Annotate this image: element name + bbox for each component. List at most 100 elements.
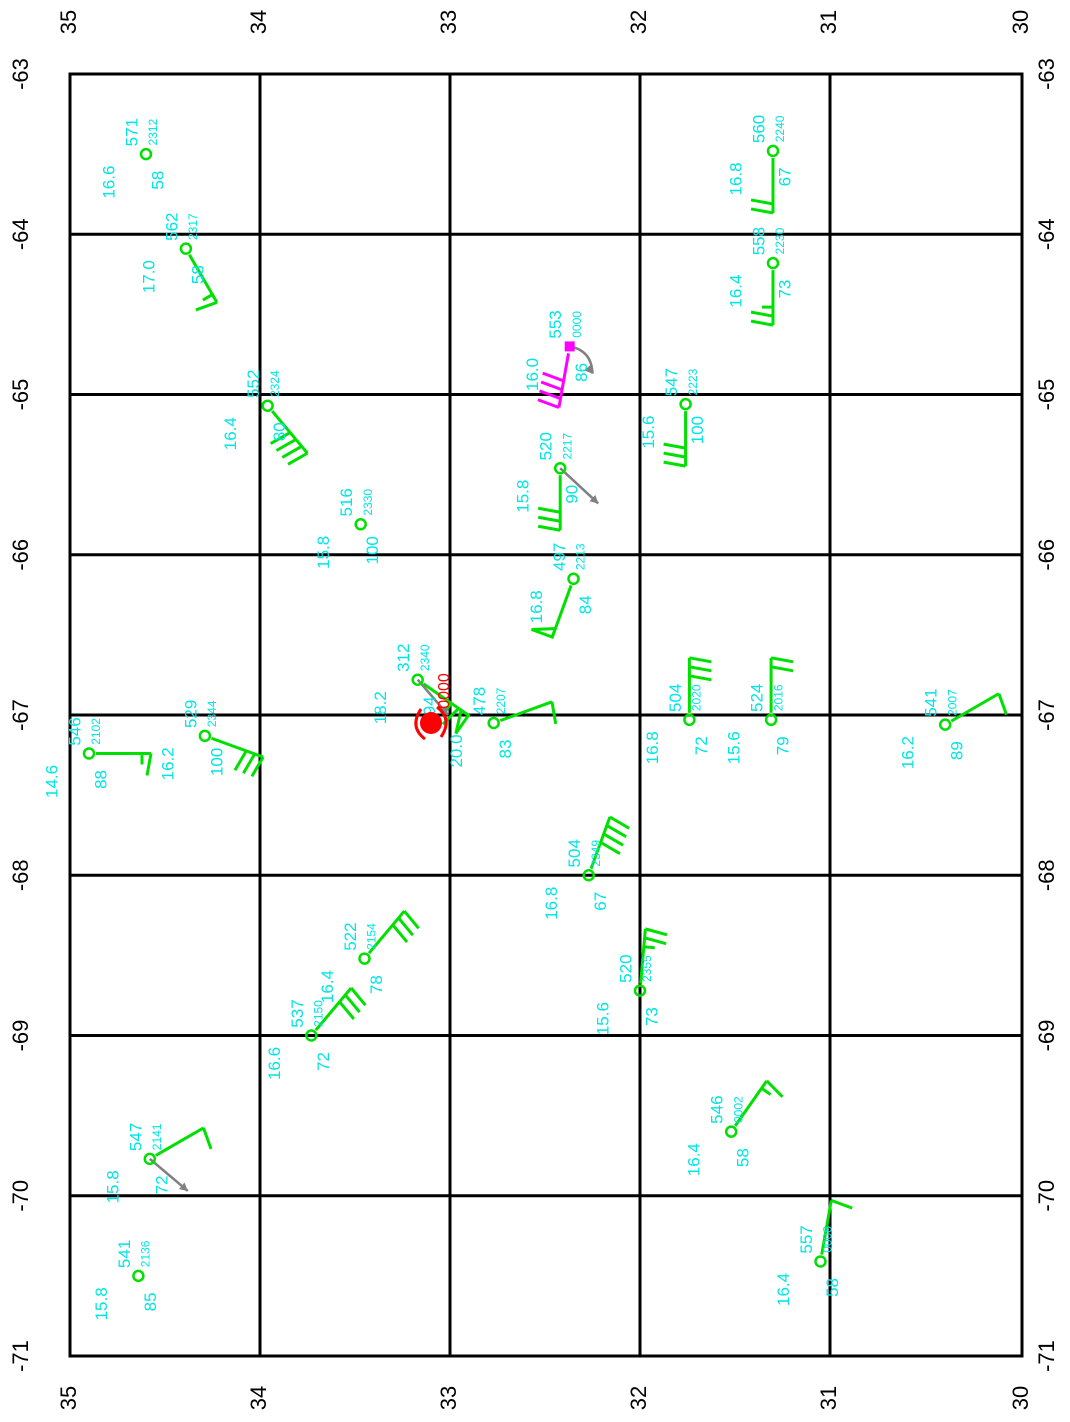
- lat-tick-bottom: 35: [56, 1386, 81, 1410]
- station-height: 522: [341, 922, 360, 950]
- station-temp: 16.4: [685, 1143, 704, 1176]
- station-st-529: 529 2344 16.2 100: [158, 700, 265, 780]
- station-rh: 67: [591, 892, 610, 911]
- wind-barb-feather: [750, 319, 774, 327]
- wind-barb-feather: [269, 431, 291, 445]
- drift-arrow: [148, 1157, 189, 1192]
- wind-barb-feather: [537, 515, 561, 523]
- station-time: 0008: [821, 1226, 835, 1253]
- station-time: 2240: [773, 115, 787, 142]
- lon-tick-left: -67: [8, 699, 33, 731]
- station-marker: [553, 461, 567, 475]
- wind-barb-feather: [242, 753, 256, 775]
- station-time: 2136: [139, 1240, 153, 1267]
- station-height: 504: [666, 684, 685, 712]
- wind-barb-feather: [145, 753, 153, 776]
- storm-center-dot: [420, 712, 442, 735]
- station-height: 516: [337, 488, 356, 516]
- lat-tick-top: 35: [56, 10, 81, 34]
- wind-barb-feather: [391, 923, 409, 944]
- station-temp: 16.8: [527, 590, 546, 623]
- wind-barb-feather: [275, 438, 297, 452]
- station-st-541b: 541 2136 15.8 85: [92, 1240, 160, 1321]
- wind-barb-staff: [733, 1080, 768, 1127]
- station-marker: [938, 718, 952, 731]
- station-rh: 90: [563, 485, 582, 504]
- station-temp: 16.8: [726, 162, 745, 195]
- station-marker: [261, 399, 274, 412]
- station-time: 2207: [494, 687, 508, 714]
- drift-arrowhead: [589, 494, 599, 504]
- station-st-520b: 520 2355 15.6 73: [593, 927, 668, 1035]
- station-time: 2340: [418, 644, 432, 671]
- wind-barb-feather: [750, 198, 774, 206]
- station-time: 2213: [574, 543, 588, 570]
- station-rh: 100: [688, 416, 707, 444]
- station-height: 537: [288, 999, 307, 1027]
- station-temp: 16.6: [265, 1047, 284, 1080]
- station-st-546b: 546 0002 16.4 58: [685, 1079, 784, 1176]
- station-time: 2344: [205, 700, 219, 727]
- station-time: 2150: [311, 1000, 325, 1027]
- station-rh: 89: [948, 741, 967, 760]
- station-rh: 78: [367, 975, 386, 994]
- station-height: 546: [65, 717, 84, 745]
- station-st-562: 562 2317 17.0 58: [139, 212, 219, 312]
- lon-tick-left: -70: [8, 1180, 33, 1212]
- station-time: 2324: [268, 370, 282, 397]
- wind-barb-feather: [540, 380, 563, 392]
- station-marker: [305, 1029, 318, 1042]
- station-height: 547: [662, 368, 681, 396]
- lon-tick-right: -63: [1034, 58, 1059, 90]
- wind-barb-feather: [644, 936, 667, 946]
- station-height: 552: [244, 370, 263, 398]
- wind-barb-feather: [689, 665, 712, 673]
- station-rh: 79: [774, 736, 793, 755]
- station-rh: 100: [363, 536, 382, 564]
- station-rh: 72: [314, 1052, 333, 1071]
- lon-tick-right: -67: [1034, 699, 1059, 731]
- station-st-504a: 504 2020 16.8 72: [643, 656, 712, 764]
- station-marker: [724, 1125, 738, 1138]
- station-st-497: 497 2213 16.8 84: [527, 543, 595, 639]
- lon-tick-right: -66: [1034, 539, 1059, 571]
- station-height: 529: [181, 700, 200, 728]
- wind-barb-pennant: [531, 627, 558, 639]
- station-height: 312: [394, 644, 413, 672]
- lon-tick-right: -69: [1034, 1020, 1059, 1052]
- station-st-558: 558 2230 16.4 73: [726, 227, 794, 327]
- station-marker: [179, 242, 193, 255]
- station-st-547a: 547 2223 15.6 100: [639, 368, 707, 468]
- wind-barb-feather: [537, 506, 561, 514]
- station-temp: 16.4: [774, 1273, 793, 1306]
- station-temp: 16.4: [221, 417, 240, 450]
- station-height: 497: [550, 543, 569, 571]
- station-temp: 16.2: [158, 747, 177, 780]
- wind-barb-feather: [663, 451, 686, 459]
- lat-tick-top: 32: [626, 10, 651, 34]
- station-marker: [683, 713, 696, 727]
- station-height: 558: [749, 227, 768, 255]
- wind-barb-half-feather: [760, 1087, 772, 1096]
- wind-barb-staff: [155, 1126, 205, 1157]
- wind-barb-feather: [599, 841, 621, 855]
- wind-barb-feather: [281, 445, 303, 459]
- station-marker: [198, 729, 212, 743]
- station-time: 2007: [945, 689, 959, 716]
- station-height: 541: [115, 1240, 134, 1268]
- station-marker: [679, 397, 692, 411]
- station-temp: 16.8: [542, 887, 561, 920]
- station-height: 557: [797, 1225, 816, 1253]
- wind-barb-feather: [338, 1000, 356, 1020]
- station-time: 2020: [690, 684, 704, 711]
- station-rh: 94: [420, 696, 439, 715]
- station-marker: [411, 673, 424, 686]
- lat-tick-bottom: 34: [246, 1386, 271, 1410]
- station-marker: [582, 869, 595, 882]
- station-rh: 72: [692, 736, 711, 755]
- drift-arrowhead: [439, 706, 449, 715]
- station-time: 2317: [186, 213, 200, 240]
- station-rh: 100: [207, 748, 226, 776]
- lat-tick-top: 31: [816, 10, 841, 34]
- lon-tick-left: -65: [8, 379, 33, 411]
